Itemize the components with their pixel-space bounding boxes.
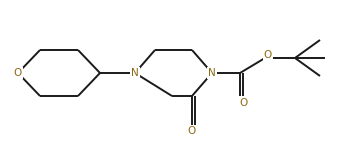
Text: O: O (264, 50, 272, 60)
Text: O: O (188, 126, 196, 136)
Text: O: O (14, 68, 22, 78)
Text: O: O (240, 98, 248, 108)
Text: N: N (131, 68, 139, 78)
Text: N: N (208, 68, 216, 78)
